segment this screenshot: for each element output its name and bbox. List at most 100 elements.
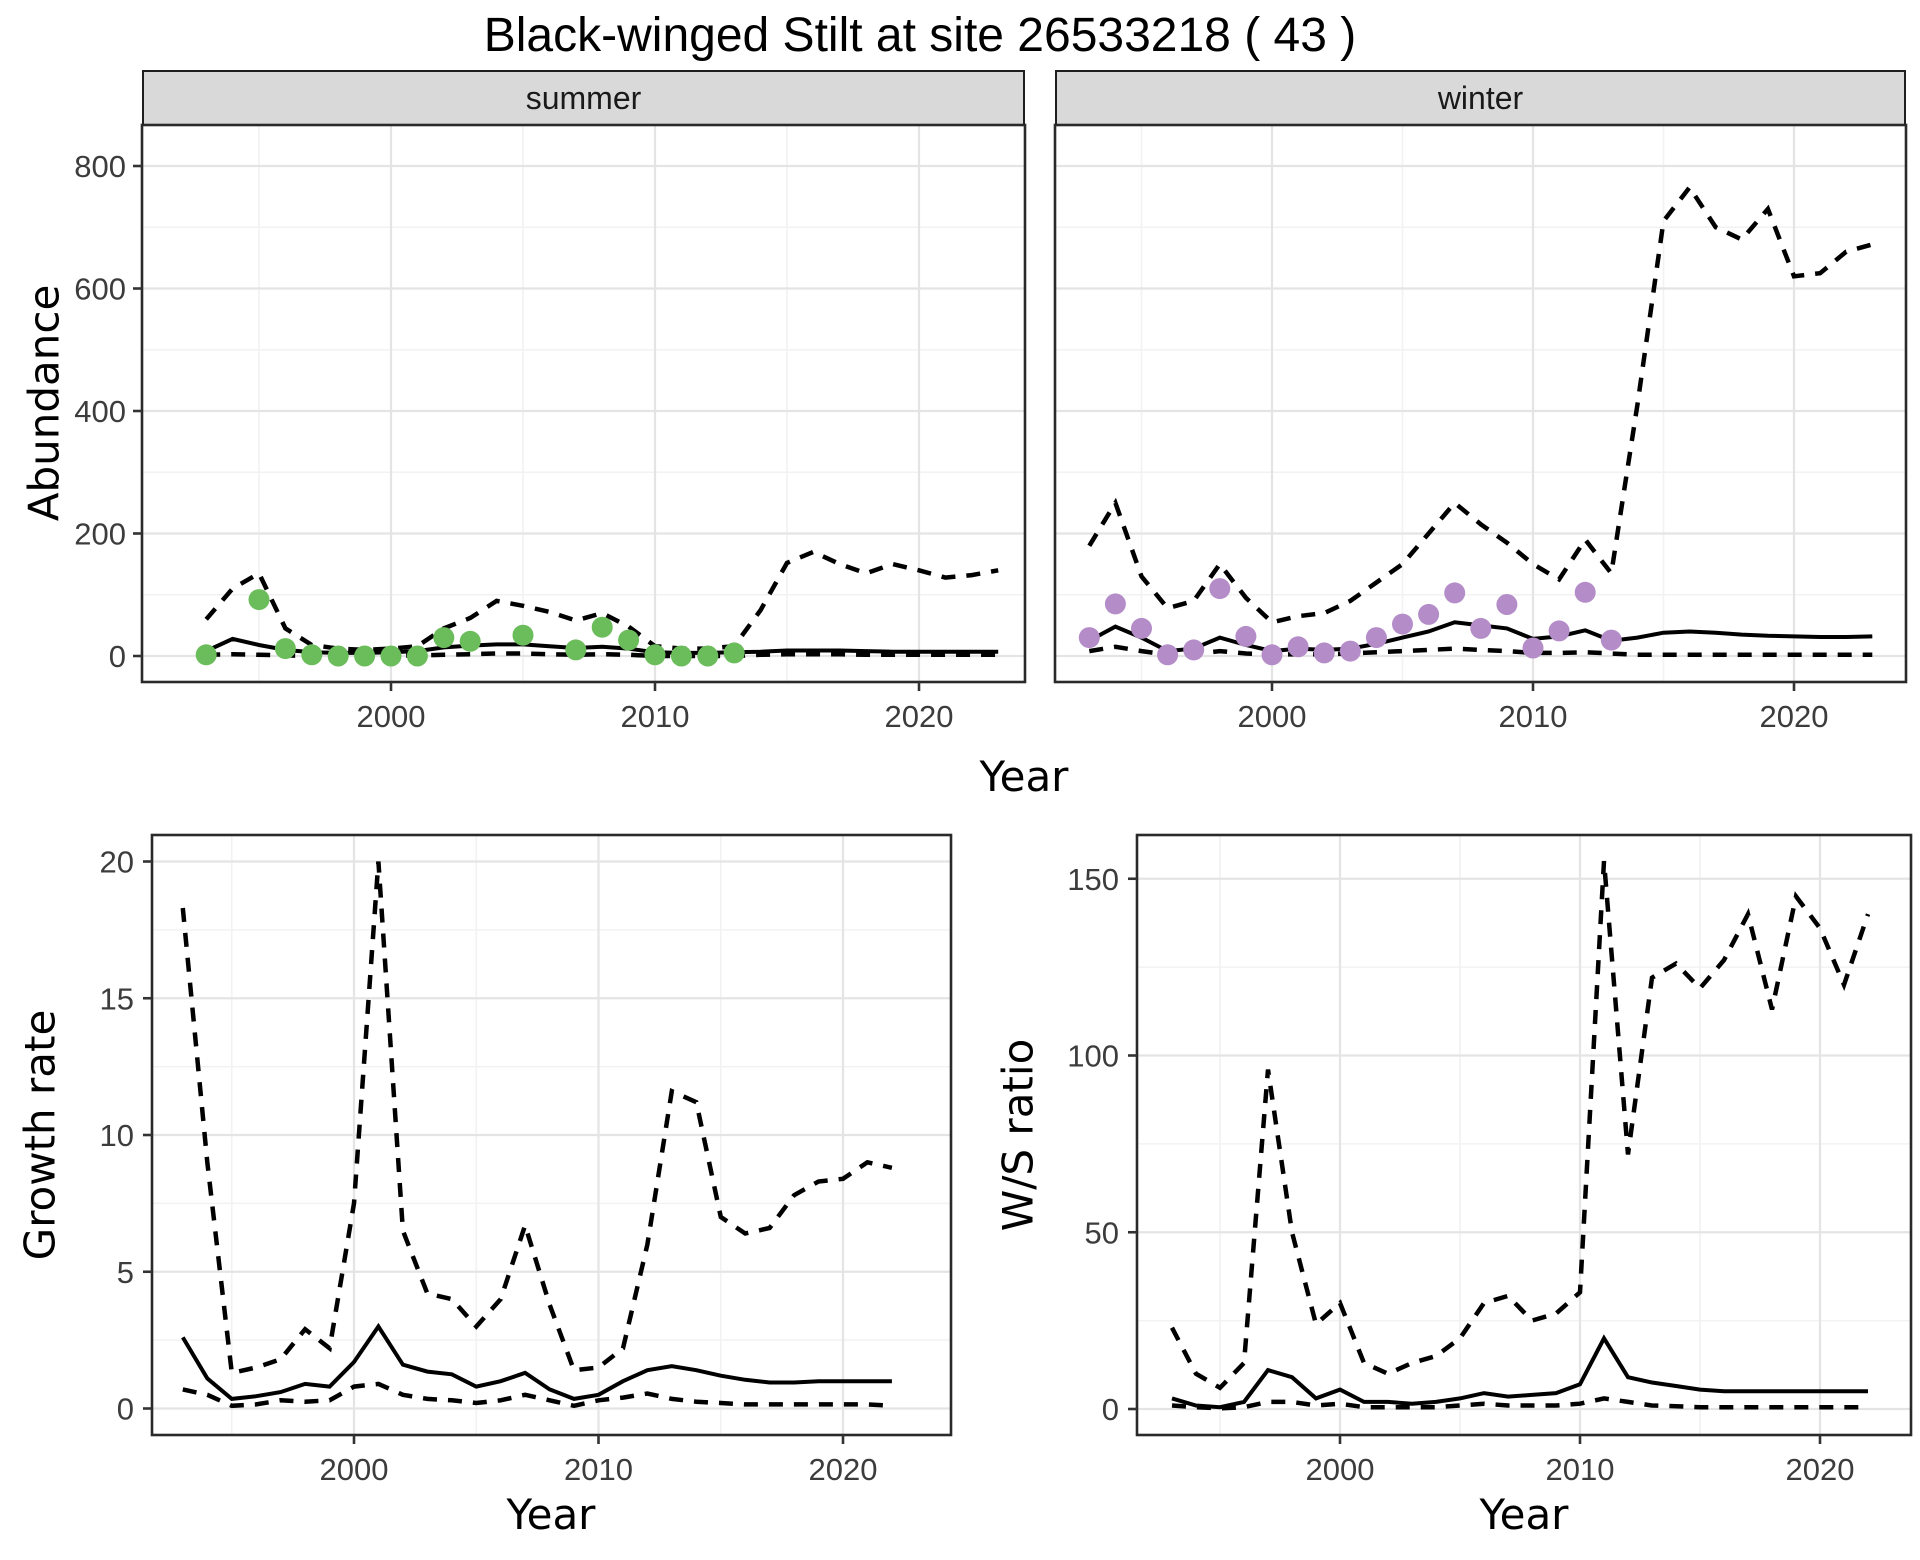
data-point xyxy=(1574,581,1596,603)
data-point xyxy=(195,644,217,666)
x-tick-label: 2000 xyxy=(320,1452,389,1487)
data-point xyxy=(1496,594,1518,615)
data-marks xyxy=(1170,860,1871,1411)
data-point xyxy=(433,627,455,649)
facet-strip-winter: winter xyxy=(1055,70,1906,126)
data-point xyxy=(406,645,428,667)
y-tick-label: 0 xyxy=(109,639,126,674)
x-tick-label: 2020 xyxy=(885,699,954,734)
y-tick-label: 5 xyxy=(117,1255,134,1290)
data-point xyxy=(1287,636,1309,658)
axis-ticks-and-labels: 2000 2010 2020 xyxy=(1238,682,1829,734)
data-point xyxy=(1418,603,1440,625)
data-point xyxy=(1235,625,1257,647)
panel-border xyxy=(140,123,1027,684)
panel-background xyxy=(142,125,1025,682)
panel-winter: 2000 2010 2020 xyxy=(1053,123,1908,734)
data-point xyxy=(644,644,666,666)
winter-observation-points xyxy=(1078,578,1622,666)
axis-ticks-and-labels: 2000 2010 2020 0 200 400 600 800 xyxy=(74,149,953,734)
y-tick-label: 15 xyxy=(100,981,134,1016)
gridlines xyxy=(152,835,951,1435)
y-tick-label: 800 xyxy=(74,149,126,184)
x-tick-label: 2020 xyxy=(1760,699,1829,734)
data-point xyxy=(1339,640,1361,662)
data-point xyxy=(274,638,296,660)
facet-strip-summer: summer xyxy=(142,70,1025,126)
growth-median-line xyxy=(181,1322,892,1401)
y-tick-label: 0 xyxy=(1102,1392,1119,1427)
panel-border xyxy=(1053,123,1908,684)
y-tick-label: 10 xyxy=(100,1118,134,1153)
data-point xyxy=(1365,627,1387,649)
data-point xyxy=(1470,617,1492,639)
data-point xyxy=(1522,637,1544,659)
data-point xyxy=(1548,620,1570,642)
x-tick-label: 2000 xyxy=(1238,699,1307,734)
ws-ci-upper-line xyxy=(1170,860,1871,1391)
panel-ws: 2000 2010 2020 0 50 100 150 xyxy=(1067,833,1913,1487)
growth-rate-axis-title: Growth rate xyxy=(15,1009,65,1261)
data-point xyxy=(1313,642,1335,664)
page-title: Black-winged Stilt at site 26533218 ( 43… xyxy=(483,9,1357,62)
ws-ci-lower-line xyxy=(1171,1396,1868,1411)
data-marks xyxy=(180,861,893,1409)
y-tick-label: 100 xyxy=(1067,1039,1119,1074)
year-axis-title-top: Year xyxy=(979,752,1069,801)
data-point xyxy=(354,645,376,667)
data-point xyxy=(248,589,270,611)
data-point xyxy=(1261,644,1283,666)
data-marks xyxy=(1078,183,1873,666)
axis-ticks-and-labels: 2000 2010 2020 0 50 100 150 xyxy=(1067,862,1854,1487)
data-point xyxy=(591,616,613,638)
data-point xyxy=(565,639,587,661)
ws-ratio-axis-title: W/S ratio xyxy=(993,1038,1043,1232)
growth-ci-lower-line xyxy=(182,1381,893,1409)
growth-ci-upper-line xyxy=(180,861,893,1376)
data-point xyxy=(380,645,402,667)
x-tick-label: 2020 xyxy=(809,1452,878,1487)
facet-strip-label: summer xyxy=(525,79,642,116)
y-tick-label: 150 xyxy=(1067,862,1119,897)
x-tick-label: 2010 xyxy=(621,699,690,734)
panel-border xyxy=(1135,833,1913,1437)
data-point xyxy=(697,645,719,667)
data-point xyxy=(1209,578,1231,600)
data-point xyxy=(1600,629,1622,651)
data-point xyxy=(512,624,534,646)
data-marks xyxy=(195,549,999,667)
data-point xyxy=(459,630,481,652)
x-tick-label: 2020 xyxy=(1786,1452,1855,1487)
y-tick-label: 20 xyxy=(100,845,134,880)
x-tick-label: 2000 xyxy=(1306,1452,1375,1487)
y-tick-label: 50 xyxy=(1085,1215,1119,1250)
x-tick-label: 2010 xyxy=(564,1452,633,1487)
y-tick-label: 0 xyxy=(117,1392,134,1427)
abundance-axis-title: Abundance xyxy=(19,284,69,522)
data-point xyxy=(1444,582,1466,604)
data-point xyxy=(1078,627,1100,649)
winter-ci-lower-line xyxy=(1088,644,1873,658)
data-point xyxy=(327,645,349,667)
data-point xyxy=(301,644,323,666)
facet-strip-label: winter xyxy=(1437,79,1524,116)
panel-background xyxy=(1055,125,1906,682)
y-tick-label: 600 xyxy=(74,272,126,307)
data-point xyxy=(1131,617,1152,639)
gridlines xyxy=(142,125,1025,682)
year-axis-title-growth: Year xyxy=(506,1490,596,1539)
panel-background xyxy=(1137,835,1911,1435)
y-tick-label: 400 xyxy=(74,394,126,429)
data-point xyxy=(1392,613,1413,635)
y-tick-label: 200 xyxy=(74,517,126,552)
summer-observation-points xyxy=(195,589,745,667)
data-point xyxy=(1183,639,1205,661)
panel-growth: 2000 2010 2020 0 5 10 15 20 xyxy=(100,833,953,1487)
data-point xyxy=(723,642,745,664)
panel-summer: 2000 2010 2020 0 200 400 600 800 xyxy=(74,123,1027,734)
data-point xyxy=(1104,593,1126,615)
data-point xyxy=(1157,644,1179,666)
x-tick-label: 2000 xyxy=(357,699,426,734)
